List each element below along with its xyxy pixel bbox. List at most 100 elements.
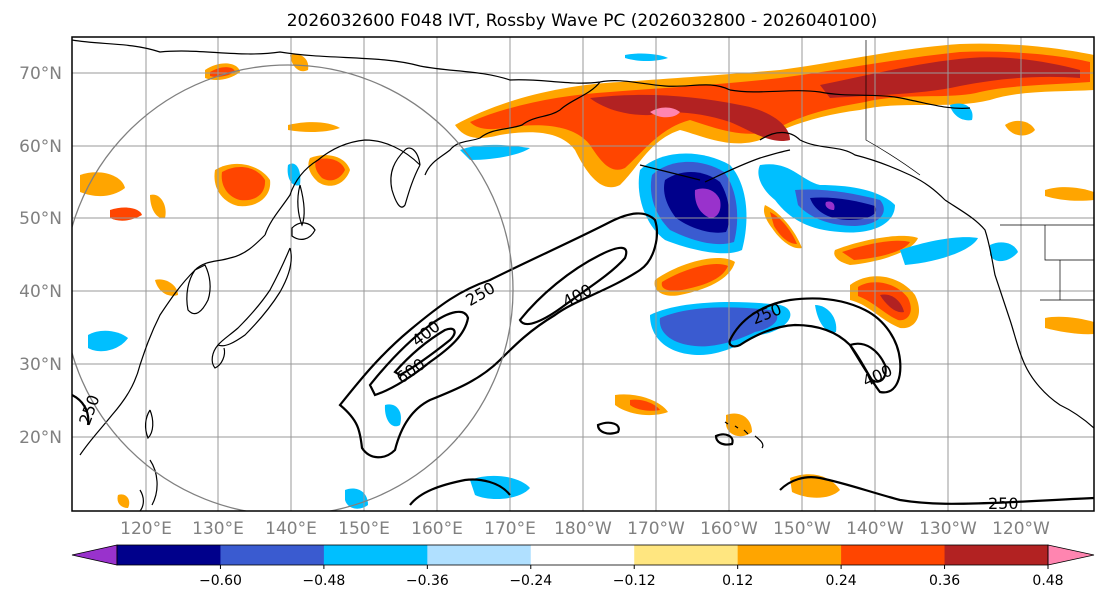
latitude-label: 40°N [19,282,62,302]
colorbar-segment [530,545,635,565]
colorbar-tick-labels: −0.60 −0.48 −0.36 −0.24 −0.12 0.12 0.24 0.36 0.4… [199,565,1064,589]
shade-red-okhotsk [315,158,345,181]
shade-lightblue-south2 [345,488,368,509]
colorbar-tick-label: −0.12 [613,573,656,589]
longitude-label: 120°W [992,519,1050,539]
coast-aleutians [639,149,791,183]
colorbar-segment [427,545,532,565]
border-alaska-canada [865,40,921,176]
coast-hawaii [724,421,764,449]
longitude-label: 140°E [265,519,317,539]
colorbar [71,544,1095,566]
shade-red-siberia1 [210,67,235,77]
longitude-label: 130°E [192,519,244,539]
colorbar-frame [116,544,1049,566]
coast-okhotsk [264,139,421,236]
contour-400-jet [368,246,628,397]
shade-red-west [110,207,142,221]
contour-250-east [728,297,902,394]
colorbar-tick-label: 0.36 [929,573,960,589]
colorbar-segment [323,545,428,565]
shade-lightblue-center2 [815,305,837,333]
figure-title: 2026032600 F048 IVT, Rossby Wave PC (202… [287,11,878,31]
shade-lightblue-s3 [384,404,401,427]
contour-small2 [714,433,734,446]
coast-kamchatka [390,147,421,208]
anomaly-shading [80,43,1094,509]
colorbar-segment [220,545,325,565]
shade-pink-arctic [650,107,680,118]
contour-250-south [409,476,1094,506]
colorbar-segment [634,545,739,565]
shade-orange-east-coast2 [1045,187,1094,201]
coast-chukotka [424,81,601,176]
latitude-label: 70°N [19,64,62,84]
colorbar-tick-label: −0.36 [406,573,449,589]
shade-orange-south6 [117,494,130,508]
shade-purple-gulf [825,201,835,210]
shade-red-central [661,263,728,291]
colorbar-min-extension [71,544,118,566]
colorbar-segment [117,545,221,565]
colorbar-tick-label: −0.48 [302,573,345,589]
latitude-labels: 70°N 60°N 50°N 40°N 30°N 20°N [19,64,62,448]
shade-lightblue-kurils [460,144,530,160]
shade-lightblue-korea [88,330,128,352]
map-area: 250 400 600 250 400 250 400 250 250 70°N… [19,36,1095,539]
contour-600-jet [393,327,456,377]
colorbar-segment [944,545,1049,565]
shade-purple-aleutian [694,188,721,218]
shade-darkred-east2 [880,294,904,313]
latitude-label: 30°N [19,355,62,375]
contour-label: 250 [988,494,1019,513]
coast-japan-kyushu [211,344,226,369]
colorbar-max-extension [1047,544,1095,566]
rossby-reference-circle [72,64,514,511]
longitude-label: 150°W [773,519,831,539]
coast-china [79,234,266,456]
latitude-label: 60°N [19,137,62,157]
shade-orange-south2 [726,413,752,437]
longitude-labels: 120°E 130°E 140°E 150°E 160°E 170°E 180°W 170°W… [120,519,1050,539]
colorbar-tick-label: 0.24 [826,573,857,589]
shade-orange-south4 [150,194,166,219]
border-states [1040,225,1094,301]
shade-orange-south5 [155,279,178,296]
colorbar-tick-label: 0.12 [722,573,753,589]
coast-japan-hokkaido [291,222,316,240]
coast-alaska [729,89,971,201]
contour-250-west [72,394,90,426]
shade-orange-siberia3 [290,54,309,72]
colorbar-tick-label: −0.60 [199,573,242,589]
contour-250-jet [338,212,658,459]
shade-darkred-east [820,57,1080,98]
coast-philippines [139,459,158,511]
shade-lightblue-east1 [990,242,1018,262]
coast-siberia-arctic [72,39,731,91]
longitude-label: 150°E [338,519,390,539]
longitude-label: 170°W [627,519,685,539]
shade-orange-siberia2 [288,122,340,133]
longitude-label: 120°E [120,519,172,539]
coast-taiwan [144,409,154,440]
shade-orange-west [80,172,125,197]
colorbar-segment [737,545,842,565]
colorbar-segment [841,545,946,565]
longitude-label: 140°W [846,519,904,539]
shade-red-south1 [630,399,660,411]
ivt-contours [72,212,1094,506]
coast-sakhalin [297,184,305,227]
shade-lightblue-east2 [900,237,978,265]
coastlines [72,39,1094,511]
coast-bc [944,199,1094,429]
shade-orange-east-coast3 [1045,316,1094,335]
shade-orange-east-coast [1005,120,1035,136]
longitude-label: 180°W [554,519,612,539]
colorbar-tick-label: 0.48 [1032,573,1063,589]
borders [865,40,1094,301]
contour-400-east [848,342,887,383]
latitude-label: 20°N [19,428,62,448]
shade-darkred-arctic [590,94,790,141]
